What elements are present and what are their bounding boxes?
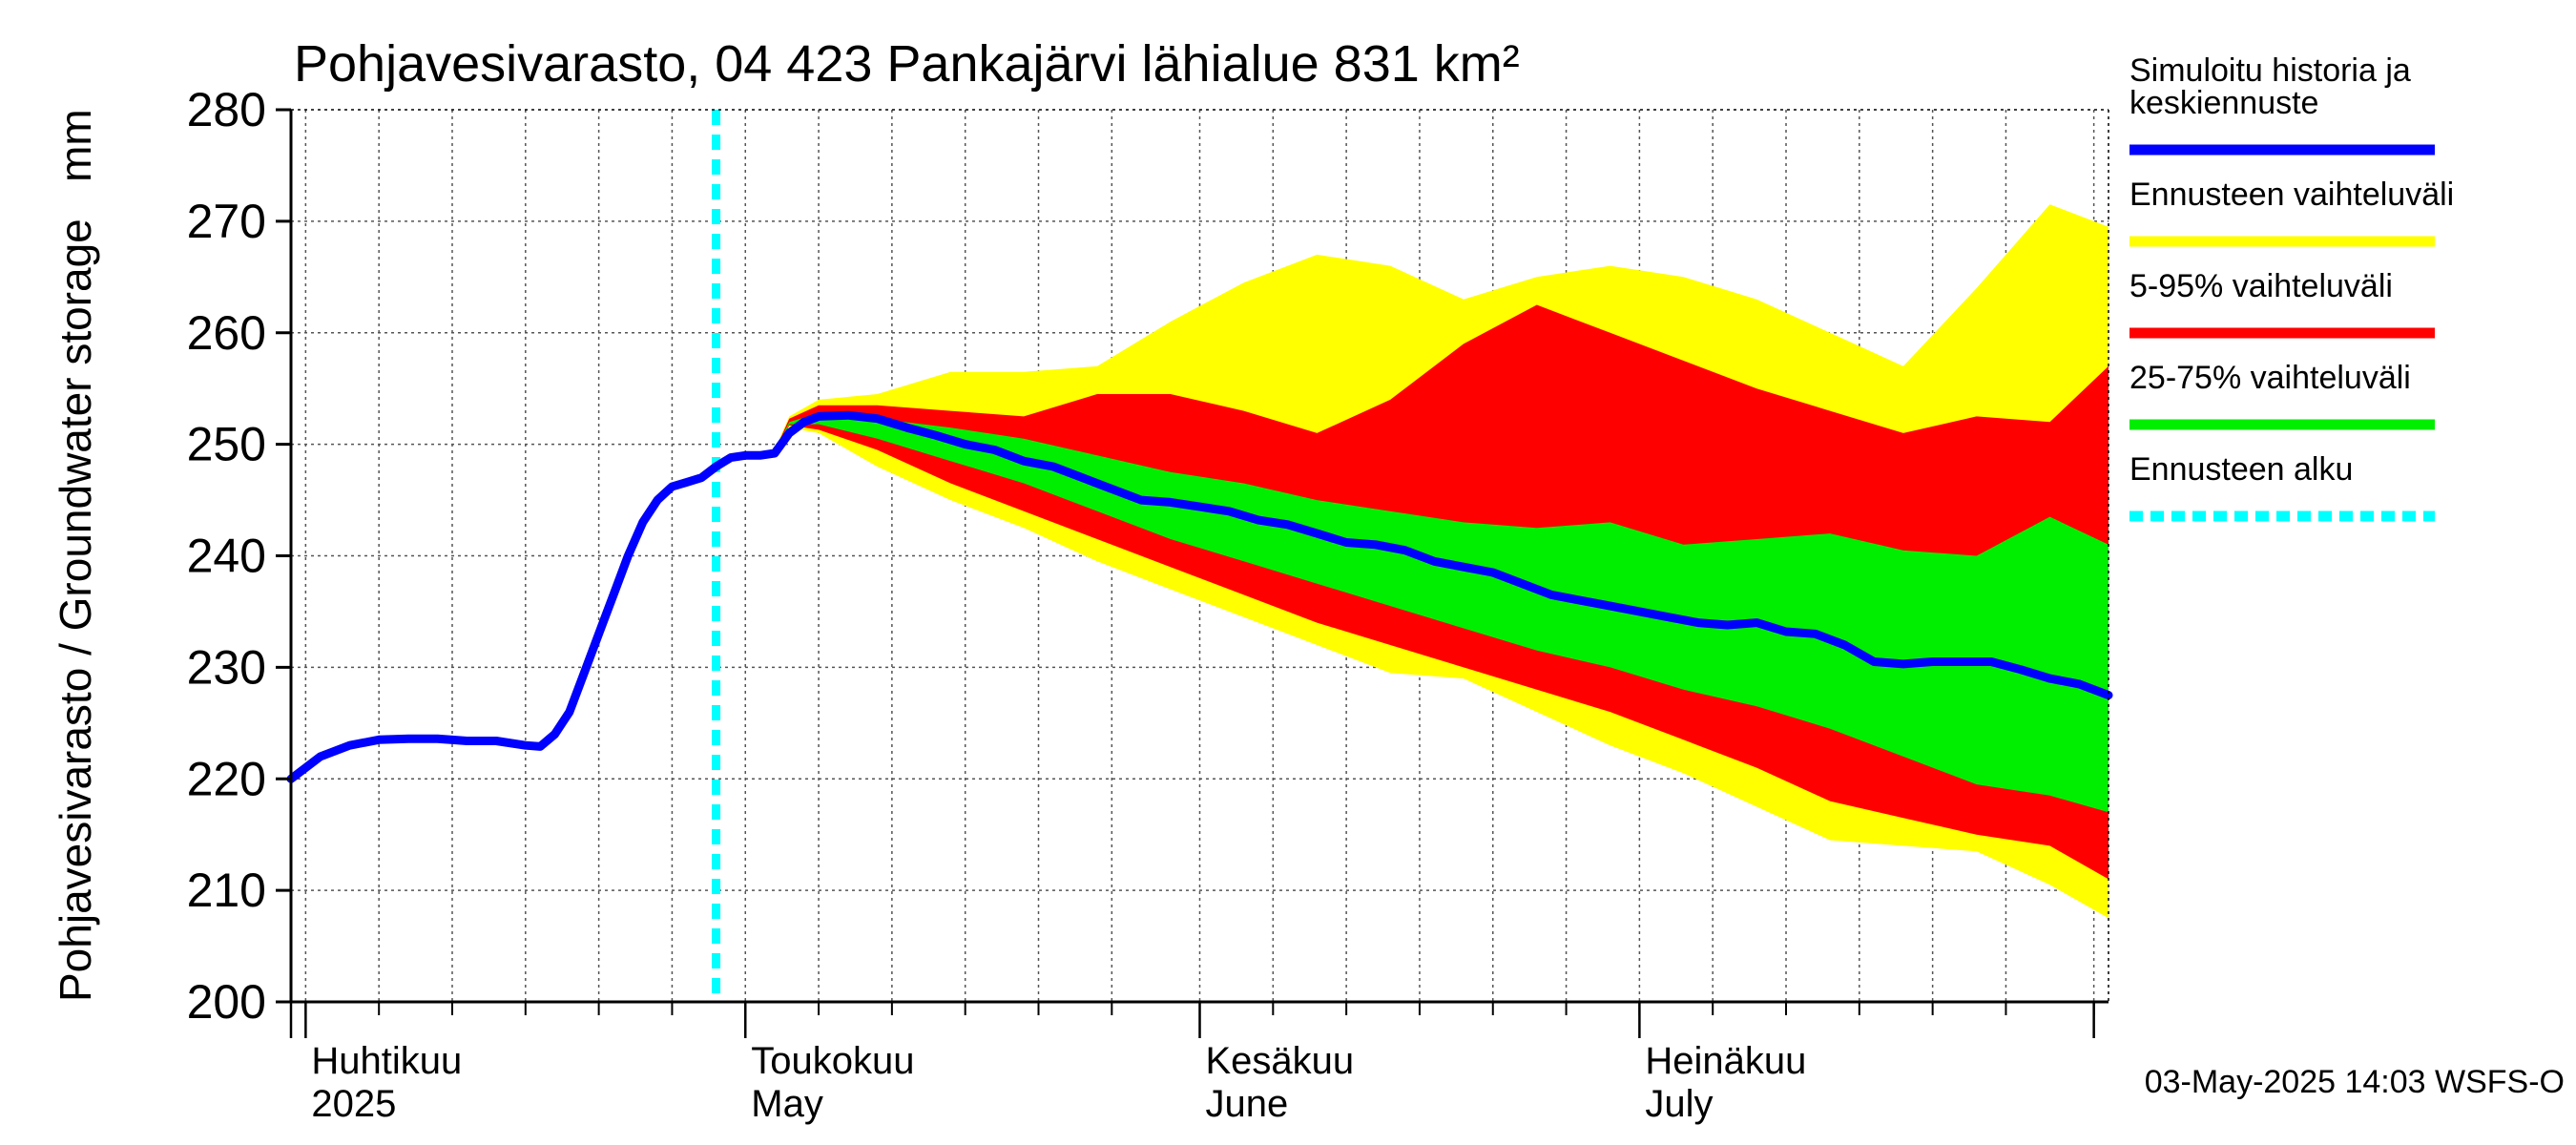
x-month-label: Kesäkuu — [1206, 1040, 1355, 1082]
x-month-sublabel: June — [1206, 1083, 1289, 1125]
y-tick-label: 210 — [187, 864, 266, 917]
legend-label: 25-75% vaihteluväli — [2129, 360, 2411, 396]
y-tick-label: 200 — [187, 975, 266, 1029]
y-tick-label: 220 — [187, 752, 266, 805]
y-tick-label: 250 — [187, 418, 266, 471]
y-tick-label: 230 — [187, 640, 266, 694]
legend-label: Ennusteen vaihteluväli — [2129, 177, 2454, 213]
x-month-label: Huhtikuu — [311, 1040, 462, 1082]
x-month-label: Toukokuu — [751, 1040, 914, 1082]
y-tick-label: 270 — [187, 195, 266, 248]
p25-p75-band — [775, 412, 2109, 813]
footer-timestamp: 03-May-2025 14:03 WSFS-O — [2145, 1064, 2565, 1100]
legend-label: Simuloitu historia ja — [2129, 52, 2411, 89]
x-month-sublabel: May — [751, 1083, 823, 1125]
legend-label: Ennusteen alku — [2129, 451, 2353, 488]
y-axis-label: Pohjavesivarasto / Groundwater storage m… — [51, 109, 100, 1002]
y-tick-label: 260 — [187, 306, 266, 360]
x-month-label: Heinäkuu — [1645, 1040, 1806, 1082]
x-month-sublabel: 2025 — [311, 1083, 396, 1125]
legend-label: 5-95% vaihteluväli — [2129, 268, 2393, 304]
median-series-line — [286, 410, 2113, 783]
x-month-sublabel: July — [1645, 1083, 1713, 1125]
chart-title: Pohjavesivarasto, 04 423 Pankajärvi lähi… — [294, 35, 1520, 93]
y-tick-label: 240 — [187, 530, 266, 583]
legend-label: keskiennuste — [2129, 85, 2318, 121]
y-tick-label: 280 — [187, 83, 266, 136]
